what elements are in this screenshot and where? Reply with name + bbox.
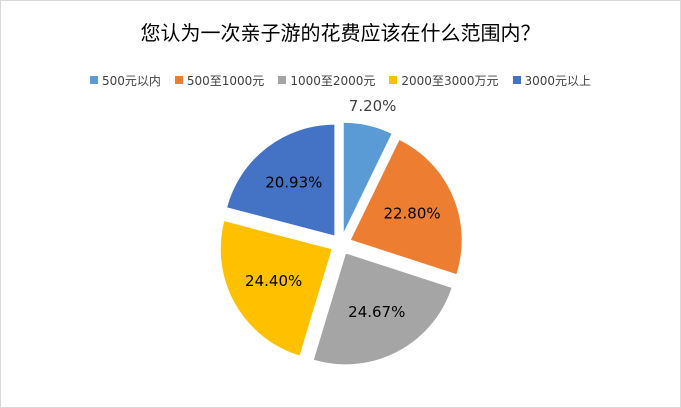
legend-swatch (389, 76, 398, 84)
chart-title: 您认为一次亲子游的花费应该在什么范围内？ (140, 21, 541, 45)
legend-swatch (512, 76, 521, 84)
data-label: 24.67% (348, 303, 405, 321)
legend-swatch (89, 76, 98, 84)
legend-swatch (278, 76, 287, 84)
data-label: 7.20% (349, 97, 397, 115)
legend: 500元以内 500至1000元 1000至2000元 2000至3000万元 3000… (1, 71, 680, 89)
pie-slice (349, 138, 463, 276)
legend-label: 1000至2000元 (290, 73, 376, 88)
legend-label: 2000至3000万元 (401, 73, 499, 88)
legend-label: 3000元以上 (524, 73, 592, 88)
data-label: 22.80% (383, 204, 440, 222)
legend-item: 1000至2000元 (278, 72, 375, 89)
pie-slice (342, 121, 393, 235)
legend-item: 500至1000元 (174, 72, 265, 89)
data-label: 24.40% (245, 272, 302, 290)
pie-slice (219, 219, 333, 357)
legend-label: 500至1000元 (186, 73, 265, 88)
legend-item: 500元以内 (89, 72, 161, 89)
legend-item: 2000至3000万元 (389, 72, 499, 89)
pie-slice (312, 252, 453, 366)
data-label: 20.93% (265, 173, 322, 191)
pie-slice (225, 123, 336, 237)
legend-swatch (174, 76, 183, 84)
legend-label: 500元以内 (101, 73, 161, 88)
legend-item: 3000元以上 (512, 72, 592, 89)
